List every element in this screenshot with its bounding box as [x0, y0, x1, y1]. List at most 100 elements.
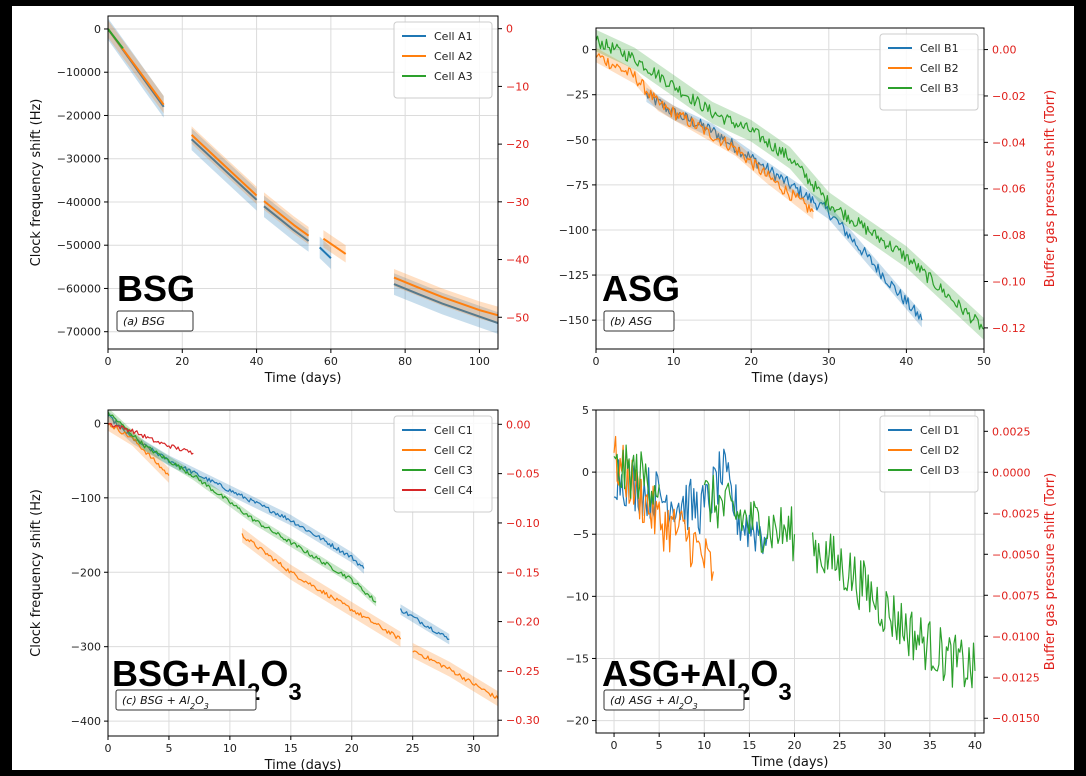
series-line — [190, 138, 258, 201]
series-line — [393, 276, 498, 317]
x-tick-label: 10 — [223, 742, 237, 755]
chart-panel-3: 0 5 10 15 20 25 30 0 −100 −200 −300 −400 0.00 −0.05 −0… — [29, 409, 540, 773]
y-axis-label: Clock frequency shift (Hz) — [29, 99, 44, 267]
y-axis-label: Clock frequency shift (Hz) — [29, 489, 44, 657]
x-tick-label: 80 — [398, 355, 412, 368]
confidence-band — [242, 527, 401, 647]
y-tick-label: −10 — [566, 590, 589, 603]
x-tick-label: 60 — [324, 355, 338, 368]
y2-tick-label: −0.10 — [992, 276, 1026, 289]
series-group — [108, 410, 498, 707]
y-tick-label: −150 — [559, 314, 589, 327]
x-tick-label: 20 — [788, 739, 802, 752]
y-tick-label: 5 — [582, 404, 589, 417]
x-tick-label: 0 — [105, 355, 112, 368]
x-tick-label: 5 — [656, 739, 663, 752]
x-axis-label: Time (days) — [264, 758, 342, 770]
confidence-band — [596, 29, 984, 341]
y2-tick-label: 0.0025 — [992, 425, 1031, 438]
series-cell-a3 — [108, 28, 124, 50]
series-cell-d2 — [613, 435, 714, 581]
y-tick-label: −15 — [566, 652, 589, 665]
figure-svg: 0 20 40 60 80 1000−10000−20000−30000−40000−50… — [29, 15, 1058, 773]
confidence-band — [394, 269, 498, 324]
y2-tick-label: −30 — [506, 196, 529, 209]
y-tick-label: −125 — [559, 269, 589, 282]
legend-entry: Cell A2 — [434, 50, 473, 63]
y2-tick-label: −50 — [506, 311, 529, 324]
y-tick-label: −75 — [566, 179, 589, 192]
series-line — [108, 422, 170, 476]
panel-label: (a) BSG — [123, 315, 165, 328]
legend-entry: Cell C2 — [434, 444, 473, 457]
legend-entry: Cell C3 — [434, 464, 473, 477]
confidence-band — [108, 410, 377, 607]
x-tick-label: 50 — [977, 355, 991, 368]
series-line — [108, 422, 194, 455]
x-tick-label: 30 — [878, 739, 892, 752]
legend-entry: Cell A3 — [434, 70, 473, 83]
x-tick-label: 0 — [593, 355, 600, 368]
y-tick-label: −100 — [559, 224, 589, 237]
x-tick-label: 20 — [345, 742, 359, 755]
x-tick-label: 15 — [742, 739, 756, 752]
legend-box — [393, 21, 493, 99]
y-tick-label: −200 — [71, 566, 101, 579]
y2-tick-label: −0.04 — [992, 136, 1026, 149]
y2-tick-label: −0.20 — [506, 616, 540, 629]
x-axis-label: Time (days) — [264, 371, 342, 386]
legend: Cell C1 Cell C2 Cell C3 Cell C4 — [393, 415, 493, 513]
legend: Cell D1 Cell D2 Cell D3 — [879, 415, 979, 493]
figure-frame: 0 20 40 60 80 100 0 −10000 −20000 −30000 −40000 −50… — [12, 6, 1074, 773]
legend: Cell A1 Cell A2 Cell A3 — [393, 21, 493, 99]
series-line — [263, 205, 310, 242]
y-tick-label: −30000 — [57, 153, 101, 166]
y-tick-label: −50 — [566, 134, 589, 147]
x-tick-label: 30 — [822, 355, 836, 368]
series-cell-b3 — [596, 29, 984, 341]
y-tick-label: 0 — [582, 466, 589, 479]
y-tick-label: −60000 — [57, 282, 101, 295]
x-tick-label: 25 — [406, 742, 420, 755]
panel-label: (b) ASG — [610, 315, 652, 328]
x-tick-label: 10 — [697, 739, 711, 752]
legend-entry: Cell C1 — [434, 424, 473, 437]
y-tick-label: −10000 — [57, 66, 101, 79]
y-tick-label: −20000 — [57, 109, 101, 122]
legend-entry: Cell D1 — [920, 424, 960, 437]
panel-label-box — [116, 310, 194, 332]
confidence-band — [400, 604, 450, 645]
y-tick-label: 0 — [94, 417, 101, 430]
y-tick-label: −5 — [573, 528, 589, 541]
chart-panel-2: 0 10 20 30 40 50 0 −25 −50 −75 −100 −125 −150 0.00 −0.… — [559, 27, 1058, 386]
x-tick-label: 40 — [899, 355, 913, 368]
y2-tick-label: −20 — [506, 138, 529, 151]
series-line — [703, 474, 796, 562]
series-cell-a2 — [108, 20, 498, 324]
y2-axis-label: Buffer gas pressure shift (Torr) — [1043, 473, 1058, 671]
series-line — [319, 246, 332, 259]
series-cell-c4 — [108, 422, 194, 455]
series-line — [108, 411, 377, 603]
series-line — [812, 532, 976, 689]
chart-panel-4: 0 5 10 15 20 25 30 35 40 5 0 −5 −10 −15 −20 0.0025 0.000… — [566, 404, 1058, 770]
y2-tick-label: −0.25 — [506, 665, 540, 678]
y2-tick-label: −0.12 — [992, 322, 1026, 335]
series-line — [645, 90, 923, 321]
chart-panel-1: 0 20 40 60 80 100 0 −10000 −20000 −30000 −40000 −50… — [29, 15, 529, 386]
y2-tick-label: 0.0000 — [992, 466, 1031, 479]
series-line — [399, 608, 450, 640]
y2-tick-label: −0.10 — [506, 517, 540, 530]
axes-frame — [107, 15, 499, 350]
y-tick-label: −40000 — [57, 196, 101, 209]
series-line — [263, 200, 310, 237]
legend: Cell B1 Cell B2 Cell B3 — [879, 33, 979, 111]
axes-frame — [107, 409, 499, 737]
axes-frame — [595, 409, 985, 734]
legend-box — [879, 33, 979, 111]
legend-box — [393, 415, 493, 513]
legend-entry: Cell D3 — [920, 464, 960, 477]
legend-entry: Cell B2 — [920, 62, 959, 75]
series-line — [596, 35, 984, 330]
